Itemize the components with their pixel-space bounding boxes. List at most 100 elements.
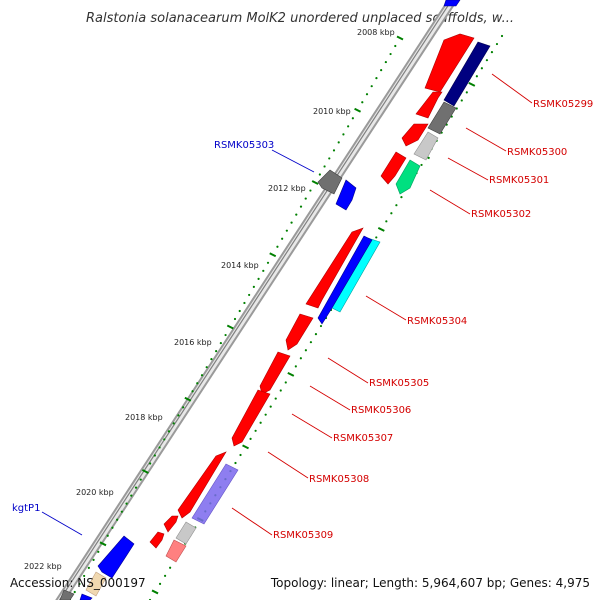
scale-tick (125, 502, 128, 505)
scale-tick (120, 510, 123, 513)
gene-arrow[interactable] (79, 593, 93, 600)
gene-arrow[interactable] (395, 159, 421, 195)
gene-arrow[interactable] (85, 571, 107, 597)
gene-arrow[interactable] (285, 313, 314, 351)
scale-tick (328, 157, 331, 160)
gene-arrow[interactable] (259, 351, 291, 395)
leader-lines (231, 73, 533, 536)
gene-label[interactable]: RSMK05307 (333, 433, 393, 444)
gene-arrow[interactable] (317, 169, 343, 195)
gene-arrow[interactable] (415, 91, 443, 119)
gene-arrow[interactable] (231, 389, 271, 447)
scale-tick (234, 461, 237, 465)
gene-arrow[interactable] (305, 227, 364, 309)
gene-arrow[interactable] (427, 101, 457, 135)
scale-tick (262, 269, 265, 272)
scale-tick (396, 35, 404, 41)
scale-tick (314, 333, 318, 336)
scale-tick (365, 93, 369, 96)
gene-arrow[interactable] (59, 589, 75, 600)
scale-tick (319, 324, 323, 328)
scale-tick (276, 245, 279, 248)
scale-tick (287, 372, 295, 377)
scale-tick (485, 59, 489, 62)
gene-label[interactable]: RSMK05306 (351, 405, 411, 416)
gene-arrow[interactable] (177, 451, 227, 519)
scale-tick (163, 574, 167, 577)
scale-tick (111, 526, 114, 529)
scale-tick (279, 389, 282, 392)
map-title: Ralstonia solanacearum MolK2 unordered u… (86, 11, 514, 26)
scale-tick (151, 589, 159, 595)
gene-label[interactable]: RSMK05301 (489, 175, 549, 186)
scale-tick (92, 558, 95, 561)
scale-tick (468, 81, 476, 87)
scale-tick (172, 422, 175, 425)
scale-tick (200, 374, 204, 377)
gene-label[interactable]: RSMK05309 (273, 530, 333, 541)
gene-arrow[interactable] (165, 539, 187, 563)
scale-tick (83, 574, 86, 578)
summary-text: Topology: linear; Length: 5,964,607 bp; … (270, 576, 590, 590)
scale-tick (149, 462, 152, 465)
scale-tick (354, 107, 362, 113)
gene-arrow[interactable] (424, 33, 475, 93)
gene-arrow[interactable] (380, 151, 407, 185)
gene-arrow[interactable] (413, 131, 439, 161)
scale-tick (238, 309, 241, 313)
gene-label[interactable]: kgtP1 (12, 503, 40, 514)
scale-tick (284, 381, 287, 384)
gene-arrow[interactable] (97, 535, 135, 579)
scale-tick (239, 453, 242, 457)
scale-tick (141, 469, 149, 474)
reverse-genes (59, 169, 357, 600)
scale-tick (460, 99, 463, 102)
gene-label[interactable]: RSMK05305 (369, 378, 429, 389)
gene-label[interactable]: RSMK05300 (507, 147, 567, 158)
gene-arrow[interactable] (401, 123, 429, 147)
scale-tick (196, 382, 199, 385)
scale-tick (254, 429, 257, 432)
scale-tick (134, 486, 138, 489)
scale-tick (130, 494, 133, 497)
scale-tick (158, 582, 162, 585)
gene-arrow[interactable] (317, 235, 373, 325)
gene-arrow[interactable] (443, 0, 461, 7)
scale-tick (480, 67, 483, 70)
scale-tick (377, 226, 385, 232)
scale-tick (73, 590, 76, 594)
gene-label[interactable]: RSMK05299 (533, 99, 593, 110)
gene-arrow[interactable] (443, 41, 491, 107)
chromosome-axis (57, 0, 456, 600)
kbp-label: 2010 kbp (313, 107, 351, 116)
scale-tick (248, 293, 251, 297)
scale-tick (389, 52, 392, 56)
scale-tick (380, 69, 383, 72)
scale-tick (106, 534, 109, 537)
gene-arrow[interactable] (335, 179, 357, 211)
scale-tick (242, 444, 249, 450)
scale-tick (252, 285, 255, 288)
scale-tick (294, 365, 297, 368)
gene-arrow[interactable] (149, 531, 165, 549)
gene-arrow[interactable] (175, 521, 197, 545)
kbp-label: 2012 kbp (268, 184, 306, 193)
kbp-label: 2016 kbp (174, 338, 212, 347)
gene-label[interactable]: RSMK05308 (309, 474, 369, 485)
scale-tick (99, 541, 107, 547)
gene-label[interactable]: RSMK05302 (471, 209, 531, 220)
scale-tick (281, 237, 284, 240)
scale-tick (169, 566, 172, 569)
scale-tick (243, 301, 246, 305)
gene-arrow[interactable] (163, 515, 179, 533)
gene-arrow[interactable] (191, 463, 239, 525)
scale-tick (490, 51, 494, 54)
gene-label[interactable]: RSMK05304 (407, 316, 467, 327)
kbp-label: 2018 kbp (125, 413, 163, 422)
gene-label[interactable]: RSMK05303 (214, 140, 274, 151)
scale-tick (347, 125, 350, 128)
scale-tick (361, 101, 364, 104)
scale-tick (475, 75, 478, 78)
